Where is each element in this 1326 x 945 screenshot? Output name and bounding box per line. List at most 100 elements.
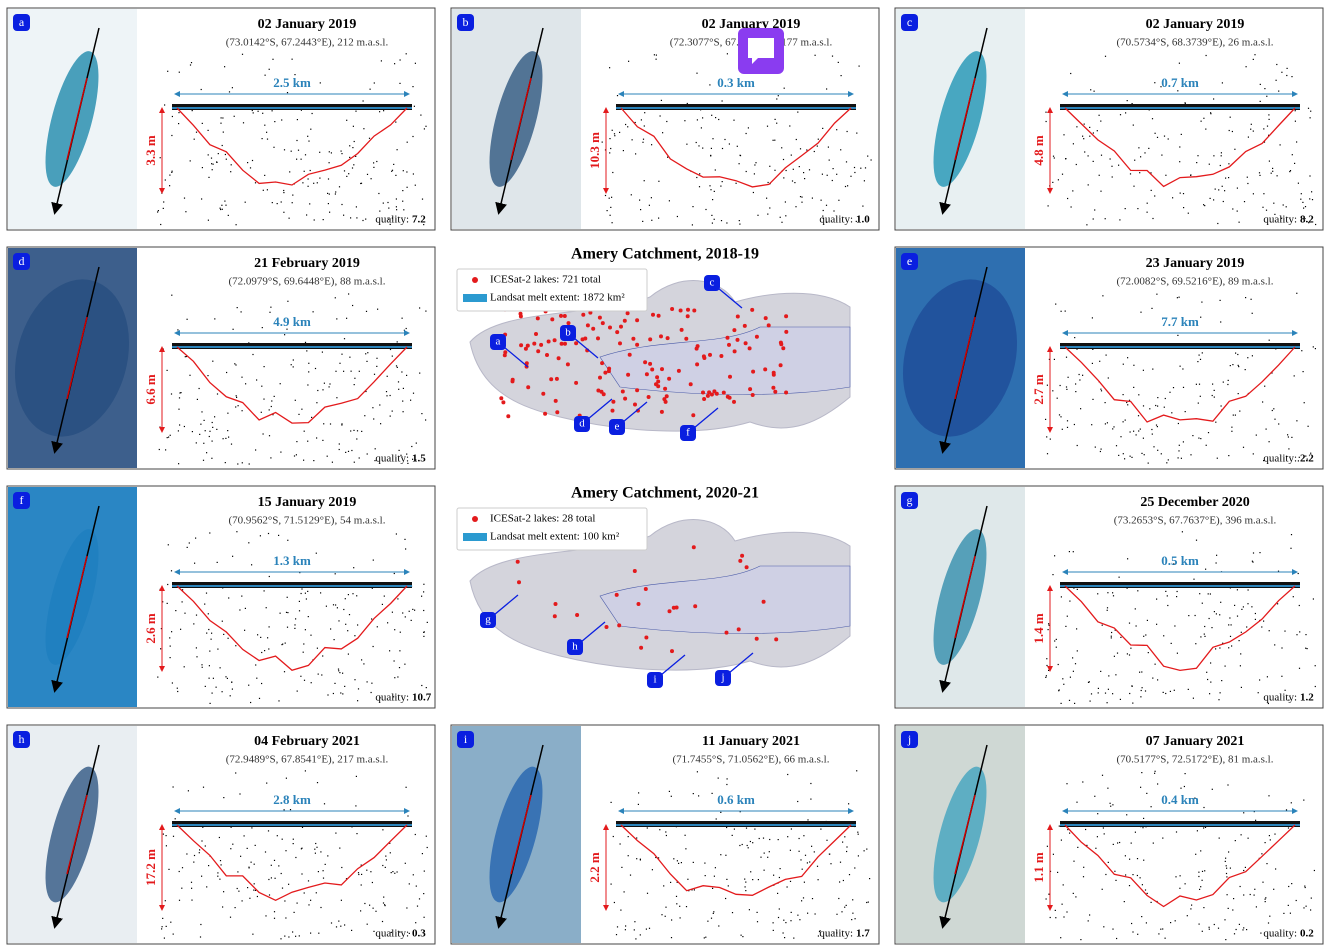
photon bbox=[281, 887, 284, 889]
photon bbox=[374, 460, 376, 462]
photon bbox=[211, 163, 213, 165]
photon bbox=[1145, 634, 1147, 636]
photon bbox=[1284, 689, 1286, 691]
photon bbox=[1112, 804, 1114, 806]
photon bbox=[293, 911, 295, 913]
photon bbox=[1060, 937, 1062, 939]
photon bbox=[245, 383, 247, 385]
photon bbox=[308, 371, 310, 373]
photon bbox=[1142, 437, 1144, 439]
photon bbox=[709, 84, 711, 86]
photon bbox=[698, 186, 701, 188]
photon bbox=[393, 163, 395, 165]
photon bbox=[1195, 643, 1197, 645]
photon bbox=[1124, 458, 1126, 460]
photon bbox=[251, 109, 253, 112]
photon bbox=[767, 856, 769, 858]
lake-panel: d 21 February 2019(72.0979°S, 69.6448°E),… bbox=[6, 246, 436, 470]
photon bbox=[240, 855, 242, 857]
photon bbox=[1070, 72, 1072, 75]
lake-panel: b02 January 2019(72.3077°S, 67.5727°E), … bbox=[450, 7, 880, 231]
photon bbox=[1051, 187, 1053, 190]
photon bbox=[391, 170, 393, 172]
lake-dot bbox=[635, 318, 640, 323]
photon bbox=[315, 552, 317, 554]
photon bbox=[784, 937, 786, 939]
photon bbox=[264, 851, 267, 853]
photon bbox=[278, 865, 280, 867]
photon bbox=[838, 897, 840, 900]
photon bbox=[1129, 455, 1131, 457]
photon bbox=[1239, 885, 1241, 888]
photon bbox=[621, 866, 623, 868]
photon bbox=[1085, 828, 1087, 831]
photon bbox=[1170, 642, 1172, 644]
photon bbox=[380, 423, 382, 425]
photon bbox=[1143, 859, 1145, 861]
photon bbox=[280, 201, 282, 203]
photon bbox=[222, 438, 224, 440]
photon bbox=[744, 886, 746, 888]
lake-dot bbox=[691, 413, 696, 418]
photon bbox=[1177, 457, 1179, 459]
photon bbox=[1243, 201, 1246, 203]
photon bbox=[206, 452, 208, 454]
photon bbox=[634, 921, 636, 923]
photon bbox=[376, 160, 378, 163]
photon bbox=[414, 62, 416, 64]
photon bbox=[301, 847, 303, 849]
photon bbox=[1254, 888, 1256, 890]
photon bbox=[345, 878, 348, 880]
quality-value: 0.3 bbox=[412, 928, 426, 940]
photon bbox=[850, 175, 852, 177]
photon bbox=[304, 629, 306, 631]
photon bbox=[676, 903, 678, 905]
photon bbox=[1133, 430, 1135, 432]
photon bbox=[276, 203, 278, 205]
ice-shelf bbox=[599, 326, 851, 395]
photon bbox=[414, 833, 416, 836]
photon bbox=[856, 770, 858, 772]
photon bbox=[264, 174, 266, 176]
photon bbox=[696, 119, 698, 121]
lake-dot bbox=[721, 390, 726, 395]
lake-dot bbox=[619, 324, 623, 329]
photon bbox=[255, 449, 257, 451]
photon bbox=[640, 119, 642, 121]
photon bbox=[389, 650, 391, 652]
photon bbox=[1244, 369, 1246, 371]
photon bbox=[423, 635, 425, 637]
photon bbox=[1072, 190, 1074, 192]
photon bbox=[336, 397, 338, 399]
photon bbox=[1298, 667, 1301, 669]
photon bbox=[334, 193, 336, 195]
lake-dot bbox=[727, 342, 731, 347]
lake-dot bbox=[503, 350, 508, 355]
photon bbox=[199, 849, 201, 851]
photon bbox=[692, 861, 694, 863]
photon bbox=[224, 200, 226, 202]
location: (72.0979°S, 69.6448°E), 88 m.a.s.l. bbox=[229, 276, 386, 288]
photon bbox=[766, 197, 768, 199]
photon bbox=[806, 149, 808, 151]
photon bbox=[357, 624, 359, 626]
photon bbox=[253, 883, 255, 885]
photon bbox=[346, 175, 348, 177]
photon bbox=[1201, 301, 1203, 303]
photon bbox=[423, 128, 425, 130]
photon bbox=[307, 135, 309, 137]
photon bbox=[662, 132, 664, 134]
photon bbox=[1262, 881, 1264, 883]
photon bbox=[257, 634, 259, 636]
photon bbox=[368, 137, 371, 139]
photon bbox=[691, 224, 693, 226]
photon bbox=[352, 593, 354, 595]
photon bbox=[1052, 390, 1054, 392]
location: (72.9489°S, 67.8541°E), 217 m.a.s.l. bbox=[226, 754, 389, 766]
photon bbox=[341, 353, 343, 355]
photon bbox=[322, 870, 324, 872]
photon bbox=[826, 839, 828, 841]
photon bbox=[763, 869, 765, 871]
photon bbox=[1267, 922, 1270, 924]
photon bbox=[1163, 406, 1165, 408]
